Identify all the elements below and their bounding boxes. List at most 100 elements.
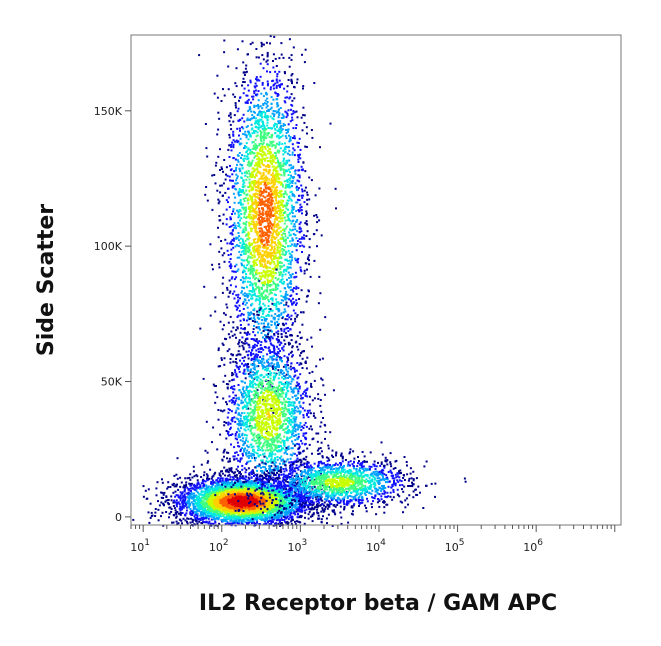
data-point	[185, 509, 188, 512]
data-point	[234, 516, 237, 519]
data-point	[257, 511, 260, 514]
data-point	[283, 504, 286, 507]
data-point	[206, 474, 209, 477]
data-point	[227, 196, 230, 199]
data-point	[244, 504, 247, 507]
data-point	[247, 161, 250, 164]
data-point	[316, 511, 319, 514]
data-point	[290, 58, 293, 61]
data-point	[260, 495, 263, 498]
data-point	[258, 516, 260, 519]
data-point	[228, 156, 231, 158]
data-point	[226, 491, 228, 494]
data-point	[297, 287, 300, 290]
data-point	[233, 497, 236, 500]
data-point	[234, 82, 237, 85]
data-point	[250, 480, 253, 483]
data-point	[277, 256, 280, 259]
data-point	[252, 517, 255, 519]
data-point	[246, 176, 249, 178]
data-point	[305, 508, 308, 511]
data-point	[245, 497, 248, 500]
data-point	[243, 500, 246, 503]
data-point	[228, 485, 231, 487]
data-point	[187, 499, 190, 502]
data-point	[178, 503, 181, 505]
data-point	[289, 198, 292, 201]
data-point	[177, 488, 180, 491]
data-point	[170, 499, 173, 502]
data-point	[250, 488, 253, 491]
data-point	[276, 510, 279, 513]
data-point	[205, 147, 208, 150]
data-point	[224, 512, 227, 515]
data-point	[257, 277, 260, 280]
data-point	[194, 511, 197, 514]
data-point	[189, 502, 192, 505]
data-point	[290, 491, 293, 494]
data-point	[194, 485, 196, 488]
data-point	[238, 497, 241, 500]
data-point	[271, 508, 274, 511]
data-point	[259, 344, 262, 347]
data-point	[219, 499, 222, 502]
data-point	[232, 133, 235, 136]
data-point	[289, 120, 292, 123]
data-point	[205, 490, 208, 493]
data-point	[339, 505, 342, 508]
data-point	[258, 523, 261, 525]
data-point	[296, 219, 299, 221]
data-point	[263, 254, 266, 257]
data-point	[265, 505, 268, 507]
data-point	[158, 504, 161, 507]
data-point	[234, 270, 237, 273]
data-point	[272, 365, 274, 368]
data-point	[265, 507, 268, 510]
data-point	[242, 348, 245, 351]
data-point	[266, 203, 269, 206]
data-point	[277, 84, 280, 87]
data-point	[204, 509, 207, 512]
data-point	[213, 518, 215, 521]
data-point	[221, 491, 224, 494]
data-point	[241, 500, 244, 503]
data-point	[223, 481, 226, 484]
data-point	[170, 510, 173, 513]
data-point	[248, 478, 251, 480]
data-point	[294, 467, 297, 470]
data-point	[276, 471, 278, 474]
data-point	[206, 487, 209, 489]
data-point	[222, 508, 225, 511]
data-point	[248, 483, 250, 486]
data-point	[254, 511, 257, 514]
data-point	[251, 186, 254, 189]
data-point	[269, 155, 272, 157]
data-point	[212, 496, 215, 498]
data-point	[205, 485, 208, 488]
data-point	[220, 496, 223, 499]
data-point	[191, 518, 194, 521]
data-point	[230, 518, 233, 521]
data-point	[223, 94, 226, 97]
data-point	[237, 211, 240, 214]
data-point	[247, 481, 250, 484]
data-point	[295, 492, 297, 495]
data-point	[256, 269, 259, 272]
data-point	[264, 491, 267, 494]
data-point	[246, 509, 249, 512]
data-point	[294, 523, 297, 526]
data-point	[235, 305, 238, 308]
data-point	[157, 508, 160, 511]
data-point	[246, 479, 249, 482]
data-point	[285, 111, 288, 114]
data-point	[336, 504, 339, 506]
data-point	[294, 228, 297, 231]
data-point	[161, 511, 164, 514]
data-point	[273, 221, 276, 223]
data-point	[191, 476, 194, 479]
data-point	[201, 490, 204, 493]
data-point	[281, 253, 284, 256]
data-point	[228, 469, 231, 472]
data-point	[266, 503, 269, 506]
data-point	[257, 105, 260, 108]
